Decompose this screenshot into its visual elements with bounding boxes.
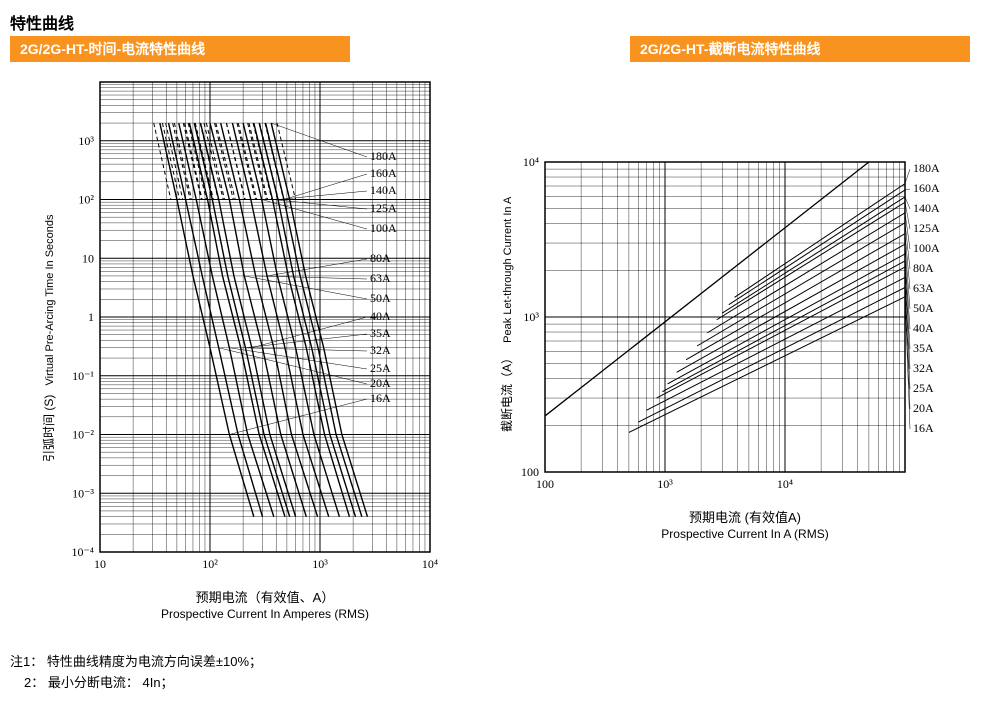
svg-text:63A: 63A [370, 271, 391, 285]
chart2-xlabel-en: Prospective Current In A (RMS) [661, 527, 828, 541]
svg-text:32A: 32A [370, 343, 391, 357]
svg-text:100A: 100A [913, 241, 940, 255]
chart2-xlabel: 预期电流 (有效值A) Prospective Current In A (RM… [520, 507, 970, 541]
chart2-ylabel-en: Peak Let-through Current In A [502, 197, 514, 343]
svg-text:10³: 10³ [523, 310, 539, 324]
chart-cutoff: 截断电流（A） Peak Let-through Current In A 10… [490, 152, 970, 541]
svg-text:10³: 10³ [312, 557, 328, 571]
svg-text:16A: 16A [370, 391, 391, 405]
svg-text:100: 100 [521, 465, 539, 479]
svg-text:10³: 10³ [78, 134, 94, 148]
svg-text:10⁻¹: 10⁻¹ [72, 369, 94, 383]
svg-text:20A: 20A [913, 401, 934, 415]
note2-prefix: 2： [24, 675, 44, 690]
svg-text:140A: 140A [370, 183, 397, 197]
chart1-svg: 1010²10³10⁴10⁻⁴10⁻³10⁻²10⁻¹11010²10³16A2… [30, 72, 460, 582]
chart1-ylabel-cn: 引弧时间 (S) [42, 395, 56, 462]
svg-text:180A: 180A [370, 149, 397, 163]
svg-text:25A: 25A [913, 381, 934, 395]
chart1-xlabel-cn: 预期电流（有效值、A） [196, 590, 335, 605]
svg-text:80A: 80A [370, 251, 391, 265]
header-left: 2G/2G-HT-时间-电流特性曲线 [10, 36, 350, 62]
note-1: 注1： 特性曲线精度为电流方向误差±10%； [10, 651, 974, 670]
chart2-svg: 100 10³ 10⁴ 100 10³ 10⁴ 16A 20A 25A 32A 35A 40A 50A 6… [490, 152, 970, 502]
header-right: 2G/2G-HT-截断电流特性曲线 [630, 36, 970, 62]
svg-text:100A: 100A [370, 221, 397, 235]
svg-text:50A: 50A [370, 291, 391, 305]
chart1-xlabel-en: Prospective Current In Amperes (RMS) [161, 607, 369, 621]
svg-text:180A: 180A [913, 161, 940, 175]
svg-text:10: 10 [82, 251, 94, 265]
svg-text:10: 10 [94, 557, 106, 571]
svg-text:63A: 63A [913, 281, 934, 295]
svg-text:10³: 10³ [657, 477, 673, 491]
svg-text:10⁻⁴: 10⁻⁴ [71, 545, 94, 559]
svg-text:10⁴: 10⁴ [523, 155, 539, 169]
chart2-xlabel-cn: 预期电流 (有效值A) [689, 510, 801, 525]
svg-text:160A: 160A [913, 181, 940, 195]
svg-text:10⁴: 10⁴ [777, 477, 793, 491]
svg-text:35A: 35A [370, 326, 391, 340]
svg-text:1: 1 [88, 310, 94, 324]
svg-text:40A: 40A [370, 309, 391, 323]
chart-time-current: 引弧时间 (S) Virtual Pre-Arcing Time In Seco… [30, 72, 460, 621]
svg-text:125A: 125A [370, 201, 397, 215]
chart2-ylabel: 截断电流（A） Peak Let-through Current In A [498, 197, 515, 432]
svg-text:16A: 16A [913, 421, 934, 435]
notes: 注1： 特性曲线精度为电流方向误差±10%； 2： 最小分断电流： 4In； [10, 651, 974, 691]
svg-text:140A: 140A [913, 201, 940, 215]
charts-container: 引弧时间 (S) Virtual Pre-Arcing Time In Seco… [10, 72, 974, 621]
note2-text: 最小分断电流： 4In； [48, 675, 174, 690]
note-2: 2： 最小分断电流： 4In； [10, 672, 974, 691]
svg-text:10⁻²: 10⁻² [72, 428, 94, 442]
page-title: 特性曲线 [10, 10, 974, 34]
svg-text:32A: 32A [913, 361, 934, 375]
svg-text:10⁻³: 10⁻³ [72, 486, 94, 500]
svg-text:35A: 35A [913, 341, 934, 355]
svg-text:40A: 40A [913, 321, 934, 335]
svg-text:100: 100 [536, 477, 554, 491]
chart1-ylabel: 引弧时间 (S) Virtual Pre-Arcing Time In Seco… [40, 215, 57, 463]
chart1-ylabel-en: Virtual Pre-Arcing Time In Seconds [44, 215, 56, 386]
svg-text:20A: 20A [370, 376, 391, 390]
header-row: 2G/2G-HT-时间-电流特性曲线 2G/2G-HT-截断电流特性曲线 [10, 36, 974, 62]
chart2-ylabel-cn: 截断电流（A） [500, 352, 514, 432]
note1-text: 特性曲线精度为电流方向误差±10%； [47, 654, 262, 669]
note1-prefix: 注1： [10, 654, 43, 669]
svg-text:10²: 10² [202, 557, 218, 571]
svg-text:80A: 80A [913, 261, 934, 275]
svg-text:160A: 160A [370, 166, 397, 180]
chart1-xlabel: 预期电流（有效值、A） Prospective Current In Amper… [70, 587, 460, 621]
svg-text:10²: 10² [78, 193, 94, 207]
svg-text:50A: 50A [913, 301, 934, 315]
svg-text:125A: 125A [913, 221, 940, 235]
svg-text:25A: 25A [370, 361, 391, 375]
svg-text:10⁴: 10⁴ [422, 557, 438, 571]
